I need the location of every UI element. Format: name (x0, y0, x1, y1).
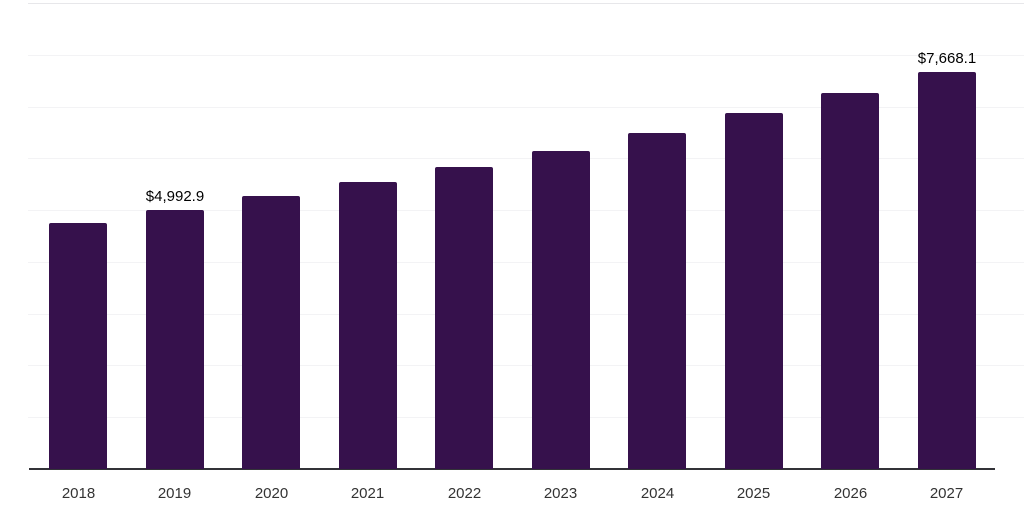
gridline-5000 (28, 210, 1024, 211)
x-tick-2020: 2020 (254, 485, 289, 502)
gridline-7000 (28, 107, 1024, 108)
x-tick-2024: 2024 (640, 485, 675, 502)
gridline-9000 (28, 3, 1024, 4)
x-tick-2025: 2025 (736, 485, 771, 502)
bar-2020 (242, 196, 300, 469)
bar-2024 (628, 133, 686, 469)
bar-2025 (725, 113, 783, 469)
gridline-1000 (28, 417, 1024, 418)
bar-2023 (532, 151, 590, 469)
bar-2022 (435, 167, 493, 469)
x-tick-2018: 2018 (61, 485, 96, 502)
x-tick-2019: 2019 (157, 485, 192, 502)
x-tick-2026: 2026 (833, 485, 868, 502)
gridline-2000 (28, 365, 1024, 366)
gridline-6000 (28, 158, 1024, 159)
x-axis-line (29, 468, 995, 470)
bar-2027 (918, 72, 976, 469)
bar-2021 (339, 182, 397, 469)
bar-2026 (821, 93, 879, 469)
value-label-2019: $4,992.9 (145, 188, 205, 205)
gridline-8000 (28, 55, 1024, 56)
x-tick-2027: 2027 (929, 485, 964, 502)
gridline-3000 (28, 314, 1024, 315)
value-label-2027: $7,668.1 (917, 50, 977, 67)
gridline-4000 (28, 262, 1024, 263)
x-tick-2023: 2023 (543, 485, 578, 502)
bar-2018 (49, 223, 107, 469)
x-tick-2022: 2022 (447, 485, 482, 502)
bar-2019 (146, 210, 204, 469)
x-tick-2021: 2021 (350, 485, 385, 502)
